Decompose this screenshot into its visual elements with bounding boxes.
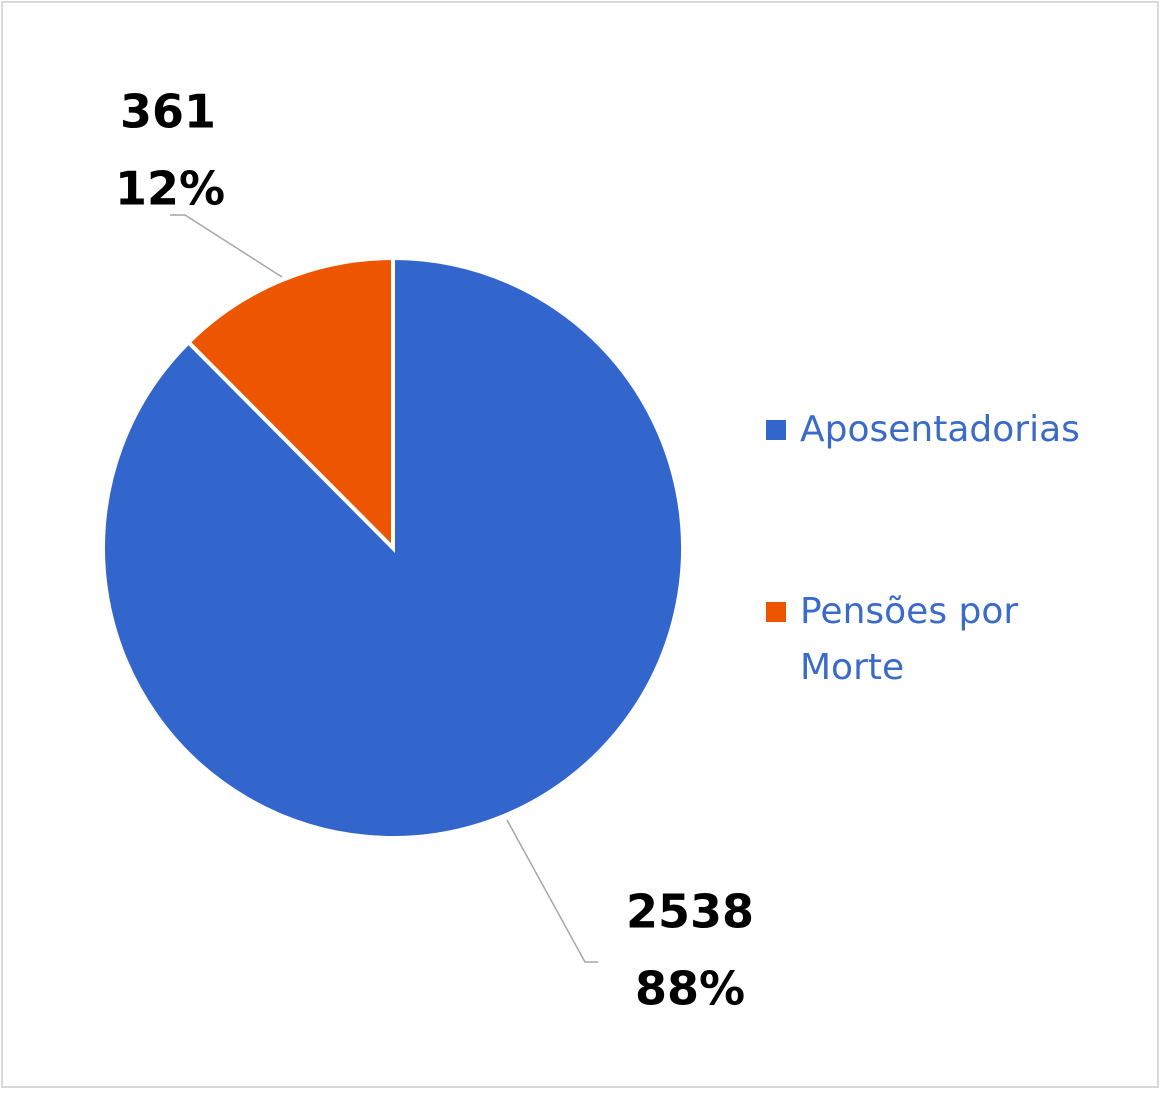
legend-label: Pensões por Morte bbox=[800, 591, 1019, 688]
data-label: 88% bbox=[635, 962, 745, 1016]
leader-line bbox=[170, 214, 283, 278]
legend-entry: Aposentadorias bbox=[800, 409, 1080, 450]
legend-swatch bbox=[766, 602, 786, 622]
legend-entry: Pensões por Morte bbox=[800, 591, 1019, 688]
data-label: 361 bbox=[120, 85, 216, 139]
legend-swatch bbox=[766, 420, 786, 440]
legend: Aposentadorias Pensões por Morte bbox=[766, 409, 1080, 688]
pie-slice bbox=[185, 255, 395, 553]
data-label: 12% bbox=[115, 162, 225, 216]
data-label: 2538 bbox=[626, 885, 754, 939]
legend-label: Aposentadorias bbox=[800, 409, 1080, 450]
pie bbox=[101, 255, 685, 840]
leader-line bbox=[506, 819, 598, 963]
